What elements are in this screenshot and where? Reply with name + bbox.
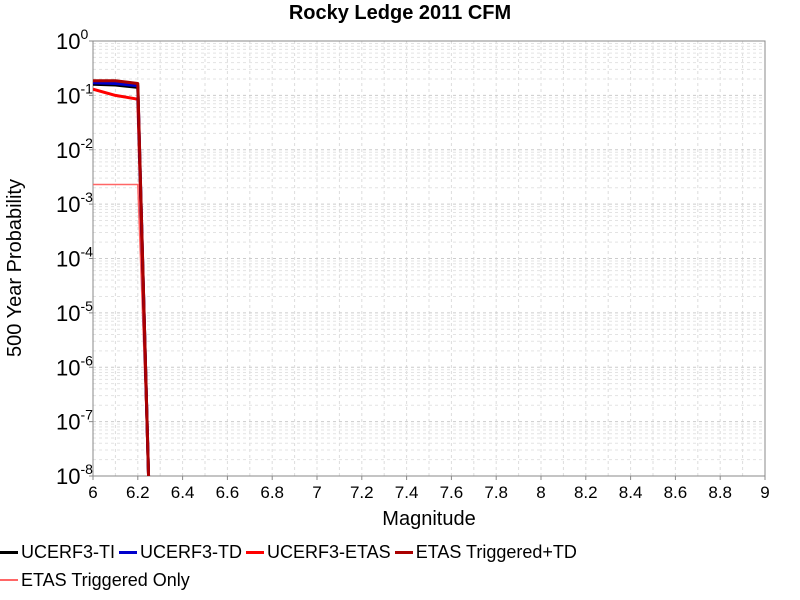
legend-item: UCERF3-TI <box>0 542 115 563</box>
legend-swatch <box>0 579 18 581</box>
y-tick-label: 100 <box>56 26 88 54</box>
chart-title: Rocky Ledge 2011 CFM <box>289 2 511 24</box>
y-tick-label: 10-7 <box>56 407 93 435</box>
grid <box>92 41 766 477</box>
legend-item: ETAS Triggered Only <box>0 570 190 591</box>
x-tick-label: 8.8 <box>708 483 732 502</box>
x-tick-label: 6.4 <box>171 483 195 502</box>
x-tick-label: 6 <box>88 483 97 502</box>
legend-swatch <box>246 550 264 554</box>
x-tick-label: 9 <box>760 483 769 502</box>
legend-label: UCERF3-TI <box>21 541 115 562</box>
y-tick-label: 10-3 <box>56 189 93 217</box>
y-tick-label: 10-8 <box>56 461 93 489</box>
x-tick-label: 6.8 <box>260 483 284 502</box>
x-tick-label: 8.6 <box>664 483 688 502</box>
legend-swatch <box>119 550 137 554</box>
legend-label: UCERF3-ETAS <box>267 541 391 562</box>
x-tick-label: 8 <box>536 483 545 502</box>
y-tick-label: 10-4 <box>56 244 93 272</box>
y-tick-label: 10-5 <box>56 298 93 326</box>
legend-label: ETAS Triggered Only <box>21 569 190 590</box>
x-tick-label: 6.2 <box>126 483 150 502</box>
legend-item: UCERF3-TD <box>119 542 242 563</box>
legend-item: UCERF3-ETAS <box>246 542 391 563</box>
y-tick-label: 10-2 <box>56 135 93 163</box>
legend-label: UCERF3-TD <box>140 541 242 562</box>
legend-swatch <box>0 550 18 554</box>
legend-row-2: ETAS Triggered Only <box>0 566 800 594</box>
x-tick-label: 7 <box>312 483 321 502</box>
legend-label: ETAS Triggered+TD <box>415 541 577 562</box>
y-ticks: 100 10-1 10-2 10-3 10-4 10-5 10-6 10-7 10-8 <box>56 26 93 489</box>
x-ticks: 6 6.2 6.4 6.6 6.8 7 7.2 7.4 7.6 7.8 8 8.2 8.4 8.6 8.8 9 <box>88 476 770 502</box>
x-tick-label: 7.2 <box>350 483 374 502</box>
legend: UCERF3-TI UCERF3-TD UCERF3-ETAS ETAS Trigge… <box>0 538 800 594</box>
x-tick-label: 8.4 <box>619 483 643 502</box>
x-tick-label: 7.4 <box>395 483 419 502</box>
y-axis-title: 500 Year Probability <box>4 179 26 357</box>
x-tick-label: 8.2 <box>574 483 598 502</box>
legend-swatch <box>394 550 413 554</box>
x-tick-label: 6.6 <box>216 483 240 502</box>
legend-item: ETAS Triggered+TD <box>394 541 577 563</box>
x-axis-title: Magnitude <box>382 508 475 530</box>
series-lines <box>93 79 151 476</box>
y-tick-label: 10-6 <box>56 352 93 380</box>
x-tick-label: 7.8 <box>484 483 508 502</box>
legend-row-1: UCERF3-TI UCERF3-TD UCERF3-ETAS ETAS Trigge… <box>0 538 800 566</box>
series-line-etas-triggered-td <box>93 79 151 476</box>
x-tick-label: 7.6 <box>440 483 464 502</box>
y-tick-label: 10-1 <box>56 80 93 108</box>
